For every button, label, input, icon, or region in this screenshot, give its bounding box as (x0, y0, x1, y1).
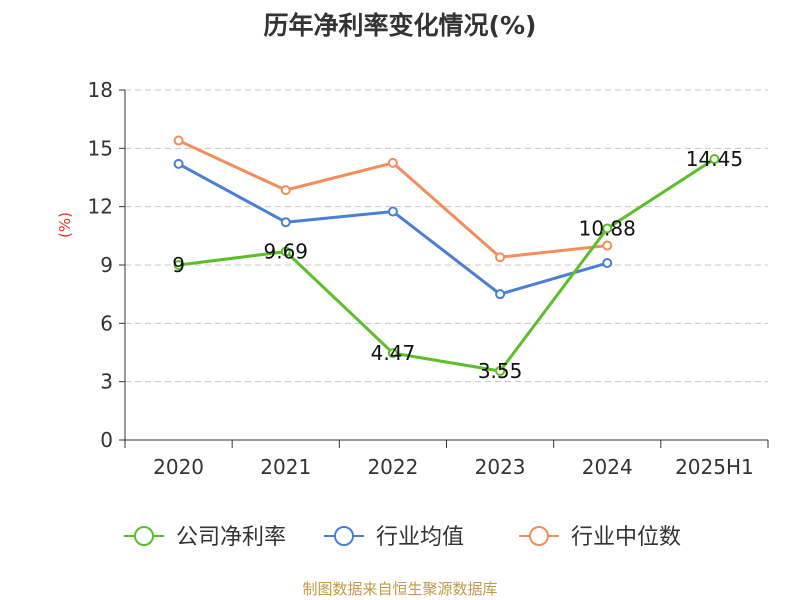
legend-label: 行业均值 (376, 525, 464, 550)
data-point (173, 135, 184, 146)
data-point (495, 252, 506, 263)
data-label: 3.55 (478, 359, 523, 383)
legend-label: 行业中位数 (571, 525, 681, 550)
data-point (602, 223, 613, 234)
data-label: 9.69 (263, 240, 308, 264)
y-tick-label: 3 (100, 370, 113, 394)
y-tick-label: 15 (88, 136, 113, 160)
y-tick-label: 6 (100, 311, 113, 335)
y-tick-label: 18 (88, 78, 113, 102)
source-footer: 制图数据来自恒生聚源数据库 (302, 580, 498, 598)
series-lines (173, 135, 720, 376)
data-label: 10.88 (579, 216, 636, 240)
axes: 0 3 6 9 12 15 18 2020 2021 2022 2023 2024 2025H1 (%) (56, 78, 769, 479)
legend-swatch-marker (334, 526, 354, 546)
series-line (178, 157, 716, 373)
y-tick-label: 0 (100, 428, 113, 452)
chart-title: 历年净利率变化情况(%) (263, 11, 537, 40)
x-tick-label: 2023 (475, 455, 526, 479)
legend-label: 公司净利率 (176, 525, 286, 550)
x-tick-label: 2021 (260, 455, 311, 479)
x-tick-label: 2024 (582, 455, 633, 479)
data-label: 9 (172, 253, 185, 277)
legend: 公司净利率 行业均值 行业中位数 (124, 525, 681, 550)
data-point (173, 158, 184, 169)
data-point (280, 185, 291, 196)
data-label: 4.47 (371, 341, 416, 365)
data-point (495, 365, 506, 376)
data-point (280, 246, 291, 257)
y-tick-label: 12 (88, 195, 113, 219)
legend-swatch-marker (134, 526, 154, 546)
data-point (602, 258, 613, 269)
y-axis-label: (%) (56, 212, 74, 238)
data-point (387, 206, 398, 217)
y-tick-label: 9 (100, 253, 113, 277)
data-point (280, 217, 291, 228)
x-tick-label: 2022 (367, 455, 418, 479)
data-point (387, 157, 398, 168)
x-tick-label: 2020 (153, 455, 204, 479)
data-label: 14.45 (686, 147, 743, 171)
data-point (709, 154, 720, 165)
data-point (602, 240, 613, 251)
data-point (495, 289, 506, 300)
legend-swatch-marker (529, 526, 549, 546)
x-tick-label: 2025H1 (675, 455, 754, 479)
series-line (177, 162, 608, 296)
data-point (173, 260, 184, 270)
grid-lines (125, 89, 768, 383)
data-labels: 9 9.69 4.47 3.55 10.88 14.45 (172, 147, 743, 383)
data-point (387, 348, 398, 359)
